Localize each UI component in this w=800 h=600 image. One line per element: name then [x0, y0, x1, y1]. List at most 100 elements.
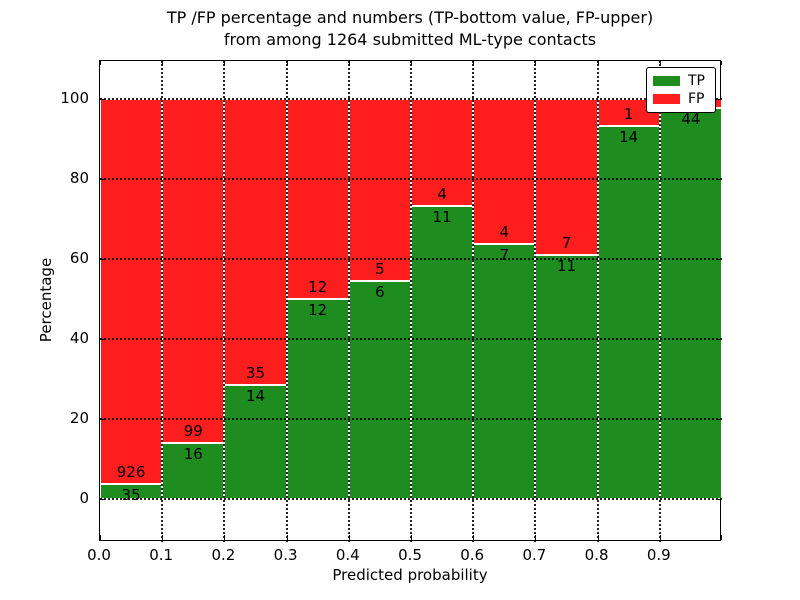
chart-title: TP /FP percentage and numbers (TP-bottom… — [99, 7, 721, 51]
x-tick-mark — [286, 535, 288, 540]
y-tick-label: 40 — [69, 329, 89, 347]
x-tick-label: 0.2 — [211, 546, 236, 564]
tp-count-label: 14 — [619, 127, 639, 146]
x-tick-label: 0.9 — [646, 546, 671, 564]
x-tick-label: 0.1 — [149, 546, 174, 564]
x-gridline — [161, 61, 164, 542]
tp-bar-segment — [659, 107, 722, 499]
legend: TP FP — [646, 67, 716, 113]
y-tick-label: 100 — [60, 89, 89, 107]
tp-count-label: 6 — [375, 282, 385, 301]
tp-count-label: 11 — [556, 256, 577, 275]
y-tick-mark — [100, 179, 105, 180]
y-tick-label: 80 — [69, 169, 89, 187]
fp-bar-segment — [162, 99, 225, 444]
fp-bar-segment — [411, 99, 474, 206]
y-tick-mark — [100, 99, 105, 100]
x-tick-mark — [659, 61, 661, 65]
fp-count-label: 5 — [375, 259, 385, 278]
y-tick-label: 0 — [79, 489, 89, 507]
tp-count-label: 44 — [681, 109, 701, 128]
plot-layers: 926359916351412125641147711114144 — [100, 61, 722, 542]
tp-bar-segment — [162, 443, 225, 499]
legend-label-tp: TP — [688, 73, 705, 89]
tp-count-label: 11 — [432, 207, 452, 226]
x-tick-mark — [162, 535, 164, 540]
x-tick-mark — [659, 535, 661, 540]
x-tick-mark — [162, 61, 164, 65]
fp-count-label: 926 — [116, 463, 146, 482]
fp-count-label: 1 — [623, 104, 634, 123]
tp-count-label: 12 — [308, 301, 328, 319]
x-gridline — [658, 61, 661, 542]
fp-count-label: 12 — [308, 278, 328, 296]
x-tick-label: 0.7 — [522, 546, 547, 564]
x-gridline — [347, 61, 350, 542]
x-tick-mark — [535, 61, 537, 65]
fp-bar-segment — [224, 99, 287, 385]
x-gridline — [534, 61, 537, 542]
x-tick-label: 0.6 — [460, 546, 485, 564]
tp-bar-segment — [535, 254, 598, 499]
legend-label-fp: FP — [688, 91, 705, 107]
x-gridline — [223, 61, 226, 542]
x-tick-mark — [721, 61, 722, 65]
x-tick-mark — [473, 535, 475, 540]
tp-count-label: 14 — [245, 386, 266, 405]
tp-bar-segment — [224, 384, 287, 499]
tp-bar-segment — [100, 484, 163, 499]
plot-area: 926359916351412125641147711114144 TP FP — [99, 60, 722, 542]
tp-bar-segment — [286, 299, 349, 499]
y-tick-mark — [716, 499, 720, 500]
x-tick-mark — [535, 535, 537, 540]
x-tick-mark — [597, 61, 599, 65]
x-gridline — [596, 61, 599, 542]
x-tick-label: 0.0 — [87, 546, 111, 564]
fp-bar-segment — [348, 99, 411, 281]
fp-bar-segment — [286, 99, 349, 299]
tp-bar-segment — [411, 205, 474, 499]
y-tick-mark — [100, 499, 105, 500]
legend-item-fp: FP — [653, 92, 709, 106]
fp-bar-segment — [473, 99, 536, 245]
y-tick-mark — [100, 419, 105, 420]
tp-count-label: 7 — [499, 246, 510, 265]
fp-bar-segment — [535, 99, 598, 255]
x-tick-mark — [411, 61, 412, 65]
x-tick-mark — [597, 535, 599, 540]
y-tick-mark — [716, 419, 720, 420]
y-tick-mark — [716, 179, 720, 180]
x-tick-mark — [286, 61, 288, 65]
tp-count-label: 35 — [121, 486, 141, 505]
tp-legend-swatch — [653, 76, 680, 86]
y-tick-mark — [100, 259, 105, 260]
tp-bar-segment — [473, 244, 536, 499]
y-tick-label: 60 — [69, 249, 89, 267]
chart-title-line2: from among 1264 submitted ML-type contac… — [223, 30, 597, 49]
x-tick-mark — [411, 535, 412, 540]
fp-count-label: 4 — [437, 184, 447, 203]
x-tick-mark — [348, 61, 350, 65]
y-tick-mark — [716, 339, 720, 340]
x-tick-label: 0.3 — [273, 546, 298, 564]
tp-bar-segment — [597, 125, 660, 499]
x-tick-mark — [100, 61, 101, 65]
x-tick-mark — [224, 61, 226, 65]
fp-count-label: 99 — [183, 422, 203, 441]
legend-item-tp: TP — [653, 74, 709, 88]
x-gridline — [472, 61, 475, 542]
fp-count-label: 4 — [499, 223, 510, 242]
tp-bar-segment — [348, 280, 411, 499]
x-gridline — [285, 61, 288, 542]
y-tick-mark — [716, 99, 720, 100]
x-tick-mark — [473, 61, 475, 65]
chart-title-line1: TP /FP percentage and numbers (TP-bottom… — [166, 8, 654, 27]
x-tick-mark — [348, 535, 350, 540]
fp-bar-segment — [100, 99, 163, 485]
x-axis-label: Predicted probability — [332, 566, 488, 584]
fp-count-label: 35 — [245, 363, 266, 382]
x-gridline — [410, 61, 412, 542]
x-tick-mark — [224, 535, 226, 540]
x-tick-mark — [721, 535, 722, 540]
